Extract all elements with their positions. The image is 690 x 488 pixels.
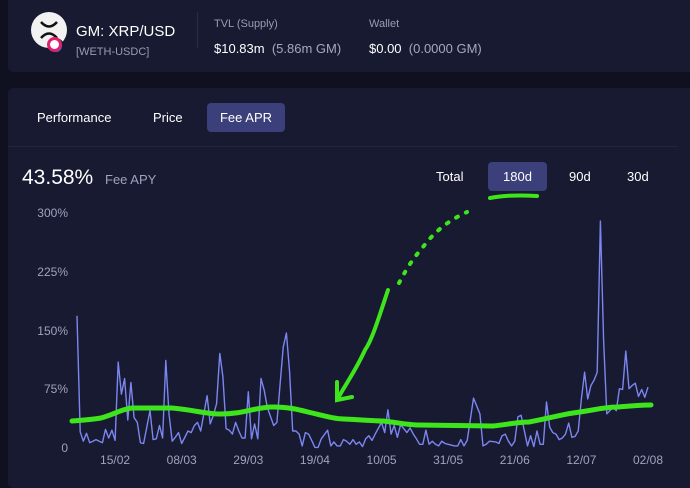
x-tick-label: 31/05 bbox=[433, 453, 464, 467]
range-90d[interactable]: 90d bbox=[569, 169, 591, 184]
fee-apy-value: 43.58% bbox=[22, 166, 94, 189]
y-tick-label: 150% bbox=[37, 323, 68, 338]
wallet-label: Wallet bbox=[369, 18, 400, 30]
x-tick-label: 21/06 bbox=[499, 453, 530, 467]
tab-price[interactable]: Price bbox=[153, 110, 183, 125]
tvl-value: $10.83m (5.86m GM) bbox=[214, 41, 341, 56]
weth-badge-icon bbox=[47, 37, 62, 52]
x-tick-label: 29/03 bbox=[233, 453, 264, 467]
tab-fee-apr[interactable]: Fee APR bbox=[207, 103, 285, 132]
top-annotation-stroke bbox=[488, 193, 539, 200]
wallet-value: $0.00 (0.0000 GM) bbox=[369, 41, 482, 56]
x-tick-label: 08/03 bbox=[166, 453, 197, 467]
range-total[interactable]: Total bbox=[436, 169, 464, 184]
fee-apr-line bbox=[76, 220, 649, 449]
y-tick-label: 225% bbox=[37, 264, 68, 279]
x-tick-label: 02/08 bbox=[632, 453, 664, 467]
x-tick-label: 19/04 bbox=[299, 453, 330, 467]
y-tick-label: 75% bbox=[43, 382, 68, 397]
fee-apy-label: Fee APY bbox=[105, 172, 157, 187]
range-180d[interactable]: 180d bbox=[488, 162, 547, 191]
x-tick-label: 15/02 bbox=[100, 453, 131, 467]
dotted-annotation bbox=[397, 210, 469, 285]
pool-pair: [WETH-USDC] bbox=[76, 46, 150, 58]
divider bbox=[8, 146, 678, 147]
x-tick-label: 12/07 bbox=[566, 453, 597, 467]
tvl-label: TVL (Supply) bbox=[214, 18, 278, 30]
pool-title: GM: XRP/USD bbox=[76, 23, 176, 40]
y-tick-label: 300% bbox=[37, 206, 68, 220]
x-tick-label: 10/05 bbox=[366, 453, 397, 467]
range-30d[interactable]: 30d bbox=[627, 169, 649, 184]
pool-header-card: GM: XRP/USD [WETH-USDC] TVL (Supply) $10… bbox=[8, 0, 690, 72]
wallet-amount: $0.00 bbox=[369, 41, 402, 56]
tvl-gm: (5.86m GM) bbox=[271, 41, 342, 56]
tvl-amount: $10.83m bbox=[214, 41, 265, 56]
tab-performance[interactable]: Performance bbox=[37, 110, 112, 125]
y-tick-label: 0 bbox=[61, 441, 68, 455]
divider bbox=[197, 12, 198, 48]
trend-annotation-line bbox=[69, 402, 654, 429]
wallet-gm: (0.0000 GM) bbox=[408, 41, 482, 56]
arrow-annotation-icon bbox=[335, 288, 390, 403]
hand-drawn-annotation bbox=[69, 193, 654, 429]
